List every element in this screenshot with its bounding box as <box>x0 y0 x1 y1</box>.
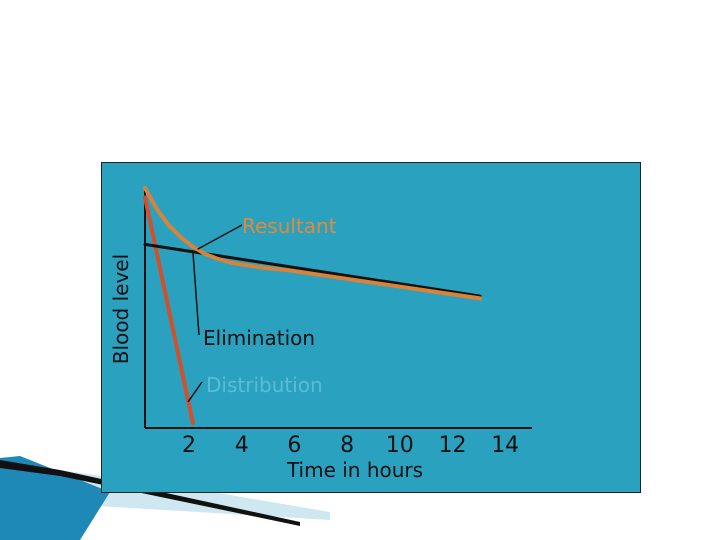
y-axis-title: Blood level <box>109 254 133 364</box>
chart-panel: 2 4 6 8 10 12 14 Blood level Time in hours Res… <box>101 162 641 493</box>
x-tick-label: 14 <box>491 433 519 458</box>
annotation-resultant: Resultant <box>242 214 337 238</box>
x-tick-label: 12 <box>439 433 467 458</box>
x-tick-labels: 2 4 6 8 10 12 14 <box>182 433 519 458</box>
x-tick-label: 8 <box>340 433 354 458</box>
corner-swoosh-dark <box>0 460 300 526</box>
x-tick-label: 4 <box>235 433 249 458</box>
annotation-elimination: Elimination <box>203 326 315 350</box>
series-line-distribution <box>143 195 195 425</box>
chart-svg: 2 4 6 8 10 12 14 Blood level Time in hours Res… <box>109 186 532 482</box>
x-tick-label: 10 <box>386 433 414 458</box>
series-group <box>143 186 483 425</box>
series-line-resultant <box>143 186 483 301</box>
annotation-pointers <box>187 224 243 403</box>
corner-swoosh-teal <box>0 456 110 540</box>
pointer-resultant <box>197 224 243 250</box>
x-tick-label: 6 <box>287 433 301 458</box>
axes-group <box>144 188 532 429</box>
pointer-elimination <box>192 251 200 336</box>
annotation-distribution: Distribution <box>206 373 323 397</box>
x-axis-title: Time in hours <box>286 458 423 482</box>
pointer-distribution <box>187 381 203 403</box>
x-tick-label: 2 <box>182 433 196 458</box>
